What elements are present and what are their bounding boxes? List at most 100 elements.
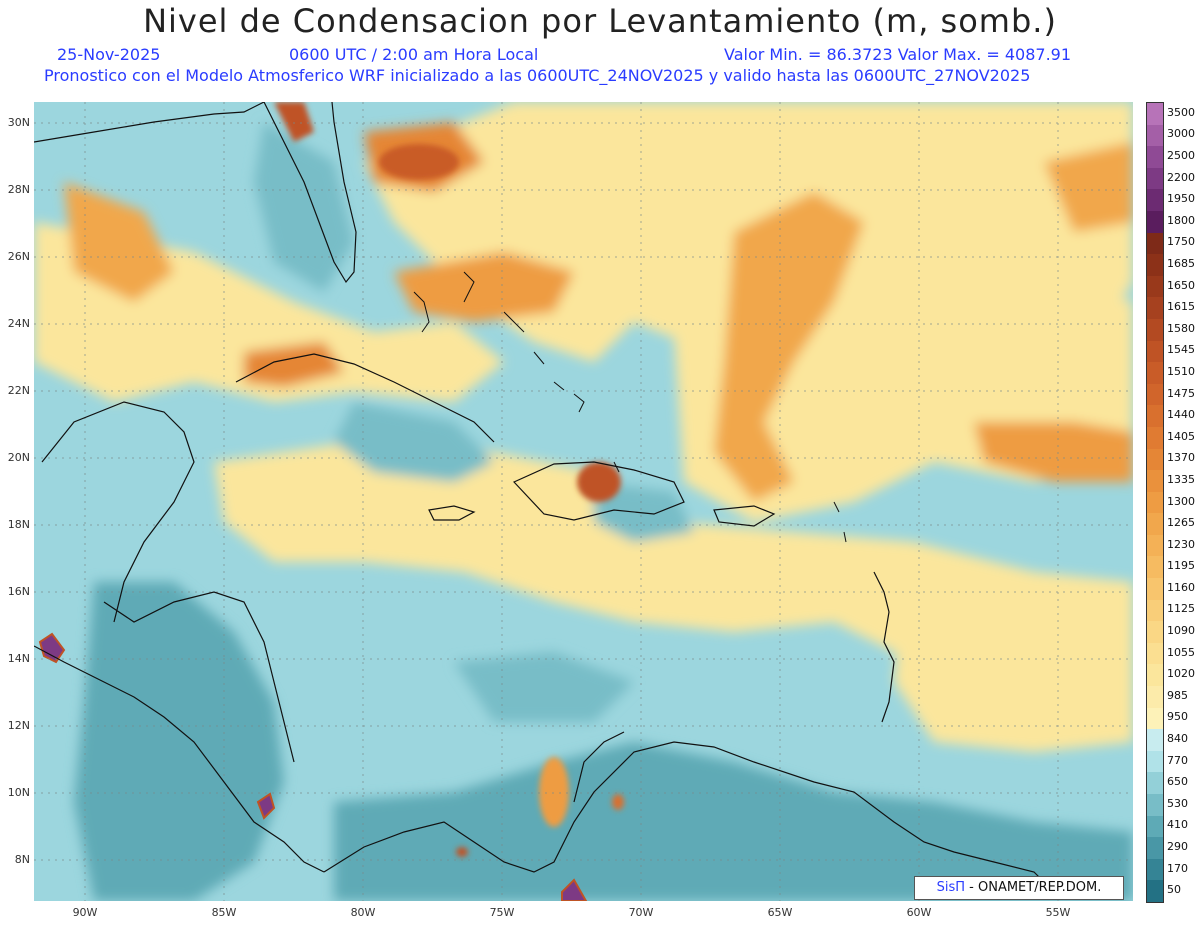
colorbar-segment: [1147, 210, 1163, 234]
colorbar-segment: [1147, 642, 1163, 665]
colorbar-level-label: 1545: [1167, 343, 1195, 357]
colorbar-level-label: 1440: [1167, 408, 1195, 422]
colorbar-level-label: 3000: [1167, 127, 1195, 141]
colorbar-level-label: 530: [1167, 796, 1188, 810]
time-label: 0600 UTC / 2:00 am Hora Local: [289, 45, 539, 64]
colorbar-level-label: 1950: [1167, 192, 1195, 206]
lat-label-18n: 18N: [7, 518, 30, 531]
colorbar-segment: [1147, 340, 1163, 363]
colorbar-level-label: 950: [1167, 710, 1188, 724]
colorbar-segment: [1147, 534, 1163, 557]
colorbar-segment: [1147, 405, 1163, 428]
lat-label-30n: 30N: [7, 116, 30, 129]
colorbar-level-label: 1160: [1167, 580, 1195, 594]
credit-badge: SisΠ - ONAMET/REP.DOM.: [914, 876, 1124, 900]
lon-label-85w: 85W: [211, 906, 237, 919]
colorbar-level-label: 50: [1167, 883, 1181, 897]
colorbar-level-label: 840: [1167, 732, 1188, 746]
colorbar-level-label: 650: [1167, 775, 1188, 789]
colorbar-segment: [1147, 772, 1163, 795]
colorbar-level-label: 1405: [1167, 429, 1195, 443]
colorbar-segment: [1147, 426, 1163, 449]
lat-label-24n: 24N: [7, 317, 30, 330]
colorbar: [1146, 102, 1164, 903]
colorbar-level-label: 1230: [1167, 537, 1195, 551]
colorbar-level-label: 2500: [1167, 148, 1195, 162]
colorbar-level-label: 1370: [1167, 451, 1195, 465]
colorbar-segment: [1147, 124, 1163, 147]
colorbar-segment: [1147, 297, 1163, 320]
colorbar-segment: [1147, 167, 1163, 190]
value-range-label: Valor Min. = 86.3723 Valor Max. = 4087.9…: [724, 45, 1072, 64]
lat-label-14n: 14N: [7, 652, 30, 665]
forecast-description: Pronostico con el Modelo Atmosferico WRF…: [44, 66, 1031, 85]
colorbar-segment: [1147, 232, 1163, 255]
colorbar-level-label: 1475: [1167, 386, 1195, 400]
lat-label-26n: 26N: [7, 250, 30, 263]
colorbar-segment: [1147, 578, 1163, 601]
colorbar-segment: [1147, 794, 1163, 817]
lat-label-8n: 8N: [14, 853, 30, 866]
map-panel[interactable]: [34, 102, 1133, 901]
colorbar-level-label: 1580: [1167, 321, 1195, 335]
lon-label-65w: 65W: [767, 906, 793, 919]
colorbar-level-label: 3500: [1167, 105, 1195, 119]
colorbar-level-label: 1090: [1167, 624, 1195, 638]
colorbar-level-label: 1195: [1167, 559, 1195, 573]
lat-label-28n: 28N: [7, 183, 30, 196]
colorbar-segment: [1147, 254, 1163, 277]
colorbar-level-label: 1615: [1167, 300, 1195, 314]
colorbar-segment: [1147, 729, 1163, 752]
colorbar-segment: [1147, 146, 1163, 169]
colorbar-segment: [1147, 686, 1163, 709]
colorbar-level-label: 1335: [1167, 472, 1195, 486]
colorbar-segment: [1147, 750, 1163, 773]
lon-label-90w: 90W: [72, 906, 98, 919]
colorbar-level-label: 770: [1167, 753, 1188, 767]
colorbar-level-label: 410: [1167, 818, 1188, 832]
brand-logo: SisΠ: [936, 880, 966, 895]
colorbar-segment: [1147, 513, 1163, 536]
colorbar-segment: [1147, 837, 1163, 860]
condensation-map: [34, 102, 1133, 901]
colorbar-segment: [1147, 318, 1163, 342]
lat-label-22n: 22N: [7, 384, 30, 397]
lat-label-20n: 20N: [7, 451, 30, 464]
colorbar-segment: [1147, 599, 1163, 622]
colorbar-level-label: 1125: [1167, 602, 1195, 616]
colorbar-level-label: 1800: [1167, 213, 1195, 227]
colorbar-segment: [1147, 448, 1163, 471]
colorbar-segment: [1147, 470, 1163, 493]
colorbar-segment: [1147, 491, 1163, 514]
lon-label-75w: 75W: [489, 906, 515, 919]
credit-text: - ONAMET/REP.DOM.: [965, 880, 1102, 895]
colorbar-segment: [1147, 556, 1163, 579]
colorbar-segment: [1147, 362, 1163, 385]
colorbar-level-label: 1265: [1167, 516, 1195, 530]
colorbar-segment: [1147, 383, 1163, 406]
colorbar-segment: [1147, 275, 1163, 298]
date-label: 25-Nov-2025: [57, 45, 161, 64]
colorbar-level-label: 2200: [1167, 170, 1195, 184]
lat-label-12n: 12N: [7, 719, 30, 732]
lon-label-80w: 80W: [350, 906, 376, 919]
colorbar-segment: [1147, 880, 1163, 903]
lon-label-60w: 60W: [906, 906, 932, 919]
lon-label-55w: 55W: [1045, 906, 1071, 919]
lon-label-70w: 70W: [628, 906, 654, 919]
lat-label-16n: 16N: [7, 585, 30, 598]
colorbar-segment: [1147, 664, 1163, 687]
colorbar-level-label: 1020: [1167, 667, 1195, 681]
colorbar-level-label: 1055: [1167, 645, 1195, 659]
colorbar-segment: [1147, 189, 1163, 212]
colorbar-level-label: 290: [1167, 840, 1188, 853]
colorbar-level-label: 1510: [1167, 364, 1195, 378]
colorbar-segment: [1147, 621, 1163, 644]
colorbar-level-label: 1300: [1167, 494, 1195, 508]
colorbar-level-label: 170: [1167, 861, 1188, 875]
map-title: Nivel de Condensacion por Levantamiento …: [143, 2, 1057, 40]
colorbar-segment: [1147, 103, 1163, 126]
colorbar-segment: [1147, 707, 1163, 730]
colorbar-level-label: 1685: [1167, 256, 1195, 270]
colorbar-level-label: 1750: [1167, 235, 1195, 249]
